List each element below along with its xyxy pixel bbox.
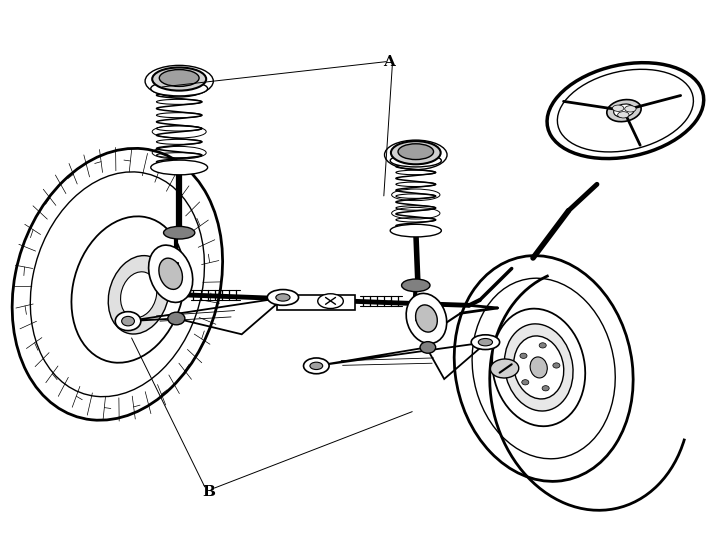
Ellipse shape [149,245,193,302]
Ellipse shape [390,154,442,167]
Ellipse shape [167,312,185,325]
Ellipse shape [276,294,290,301]
Ellipse shape [318,294,344,308]
Ellipse shape [122,316,134,326]
Ellipse shape [613,104,634,117]
FancyBboxPatch shape [277,295,355,309]
Ellipse shape [120,272,157,318]
Ellipse shape [415,305,437,332]
Ellipse shape [268,289,299,306]
Ellipse shape [607,99,641,122]
Ellipse shape [398,144,434,159]
Text: A: A [384,55,395,69]
Ellipse shape [12,148,223,420]
Ellipse shape [492,309,585,426]
Ellipse shape [160,70,199,86]
Ellipse shape [115,311,141,331]
Ellipse shape [310,362,323,369]
Ellipse shape [613,105,624,111]
Ellipse shape [520,353,527,358]
Ellipse shape [539,343,546,348]
Ellipse shape [391,141,441,164]
Ellipse shape [454,256,633,481]
Ellipse shape [72,216,185,362]
Ellipse shape [420,342,436,353]
Ellipse shape [490,359,519,378]
Ellipse shape [108,256,169,334]
Text: B: B [202,484,215,499]
Ellipse shape [304,358,329,374]
Ellipse shape [471,335,500,350]
Ellipse shape [505,324,573,411]
Ellipse shape [530,357,547,378]
Ellipse shape [553,363,560,368]
Ellipse shape [152,68,206,91]
Ellipse shape [618,112,629,118]
Ellipse shape [542,386,550,391]
Ellipse shape [164,227,195,239]
Ellipse shape [159,258,183,289]
Ellipse shape [30,172,204,397]
Ellipse shape [478,338,492,346]
Ellipse shape [402,279,430,292]
Ellipse shape [522,380,529,385]
Ellipse shape [151,81,207,96]
Ellipse shape [406,293,447,344]
Ellipse shape [472,278,616,459]
Ellipse shape [513,336,564,399]
Ellipse shape [390,224,442,237]
Ellipse shape [151,160,207,175]
Ellipse shape [625,106,636,112]
